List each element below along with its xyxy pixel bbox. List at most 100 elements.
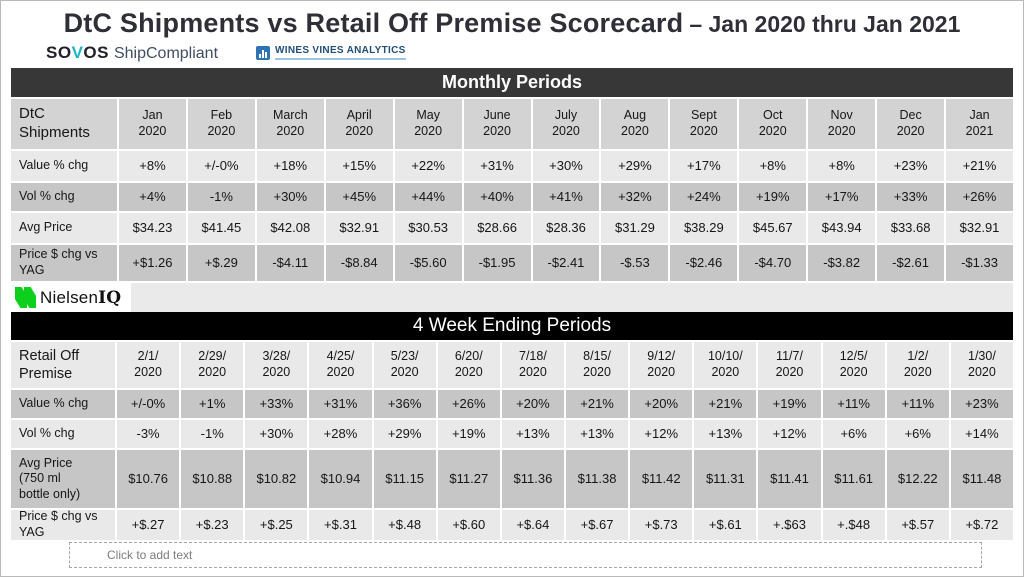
cell: $30.53	[394, 213, 462, 243]
dtc-shipments-table: DtC Shipments Jan 2020 Feb 2020 March 2020 A…	[11, 99, 1013, 281]
column-header: 8/15/ 2020	[565, 342, 629, 388]
cell: +$.72	[950, 510, 1013, 540]
cell: +40%	[463, 183, 531, 211]
row-label: Price $ chg vs YAG	[11, 245, 117, 281]
cell: $11.31	[694, 450, 757, 508]
cell: $43.94	[808, 213, 876, 243]
cell: $45.67	[739, 213, 807, 243]
cell: +30%	[256, 183, 324, 211]
column-header: April 2020	[325, 99, 393, 149]
cell: +18%	[256, 151, 324, 181]
text-placeholder-prompt: Click to add text	[107, 548, 193, 562]
cell: $12.22	[886, 450, 949, 508]
cell: +24%	[670, 183, 738, 211]
nielsen-strip: NielsenIQ	[11, 283, 1013, 312]
cell: +21%	[694, 390, 757, 418]
column-header: 12/5/ 2020	[822, 342, 885, 388]
cell: +31%	[463, 151, 531, 181]
cell: +23%	[877, 151, 945, 181]
cell: +44%	[394, 183, 462, 211]
cell: $31.29	[601, 213, 669, 243]
cell: -$1.33	[946, 245, 1013, 281]
cell: +8%	[808, 151, 876, 181]
cell: +30%	[532, 151, 600, 181]
cell: +$.23	[181, 510, 244, 540]
cell: $10.94	[309, 450, 372, 508]
cell: $11.41	[758, 450, 821, 508]
cell: -$8.84	[325, 245, 393, 281]
cell: +$.27	[117, 510, 180, 540]
column-header: Aug 2020	[601, 99, 669, 149]
cell: +$1.26	[119, 245, 186, 281]
cell: +17%	[808, 183, 876, 211]
nielseniq-logo: NielsenIQ	[11, 283, 132, 312]
cell: +45%	[325, 183, 393, 211]
cell: $11.36	[501, 450, 564, 508]
cell: +1%	[181, 390, 244, 418]
cell: +32%	[601, 183, 669, 211]
shipcompliant-wordmark: ShipCompliant	[113, 44, 219, 62]
column-header: Sept 2020	[670, 99, 738, 149]
row-label: Value % chg	[11, 151, 117, 181]
cell: +/-0%	[117, 390, 180, 418]
cell: $34.23	[119, 213, 186, 243]
cell: +21%	[946, 151, 1013, 181]
page-title: DtC Shipments vs Retail Off Premise Scor…	[1, 1, 1023, 39]
column-header: 3/28/ 2020	[245, 342, 308, 388]
cell: +11%	[822, 390, 885, 418]
bar-chart-icon	[256, 45, 271, 60]
cell: +41%	[532, 183, 600, 211]
cell: -$4.11	[256, 245, 324, 281]
cell: +$.25	[245, 510, 308, 540]
column-header: Oct 2020	[739, 99, 807, 149]
cell: +28%	[309, 420, 372, 448]
cell: $11.61	[822, 450, 885, 508]
cell: +13%	[694, 420, 757, 448]
row-label: Vol % chg	[11, 183, 117, 211]
cell: $10.76	[117, 450, 180, 508]
cell: +29%	[373, 420, 436, 448]
cell: -$5.60	[394, 245, 462, 281]
column-header: 10/10/ 2020	[694, 342, 757, 388]
page-title-range: – Jan 2020 thru Jan 2021	[689, 11, 961, 37]
cell: +$.61	[694, 510, 757, 540]
nielseniq-wordmark: NielsenIQ	[40, 287, 122, 308]
cell: -$2.46	[670, 245, 738, 281]
row-label: Avg Price (750 ml bottle only)	[11, 450, 115, 508]
column-header: Jan 2020	[119, 99, 186, 149]
cell: -3%	[117, 420, 180, 448]
cell: $33.68	[877, 213, 945, 243]
table-corner-label: Retail Off Premise	[11, 342, 115, 388]
row-label: Value % chg	[11, 390, 115, 418]
column-header: July 2020	[532, 99, 600, 149]
cell: +33%	[877, 183, 945, 211]
cell: $28.36	[532, 213, 600, 243]
row-label: Vol % chg	[11, 420, 115, 448]
cell: -$3.82	[808, 245, 876, 281]
cell: $11.42	[630, 450, 693, 508]
cell: $28.66	[463, 213, 531, 243]
cell: +$.60	[437, 510, 500, 540]
cell: -1%	[181, 420, 244, 448]
cell: $38.29	[670, 213, 738, 243]
wines-vines-analytics-wordmark: WINES VINES ANALYTICS	[275, 45, 406, 60]
cell: +/-0%	[187, 151, 255, 181]
text-placeholder[interactable]: Click to add text	[69, 542, 982, 568]
cell: $11.27	[437, 450, 500, 508]
cell: +.$48	[822, 510, 885, 540]
column-header: 2/29/ 2020	[181, 342, 244, 388]
column-header: May 2020	[394, 99, 462, 149]
cell: +19%	[758, 390, 821, 418]
logo-row: SOVOS ShipCompliant WINES VINES ANALYTIC…	[46, 39, 1023, 66]
cell: $10.88	[181, 450, 244, 508]
cell: $11.38	[565, 450, 629, 508]
cell: +11%	[886, 390, 949, 418]
cell: -$.53	[601, 245, 669, 281]
cell: +$.73	[630, 510, 693, 540]
cell: +4%	[119, 183, 186, 211]
column-header: June 2020	[463, 99, 531, 149]
table-corner-label: DtC Shipments	[11, 99, 117, 149]
cell: +30%	[245, 420, 308, 448]
cell: +23%	[950, 390, 1013, 418]
